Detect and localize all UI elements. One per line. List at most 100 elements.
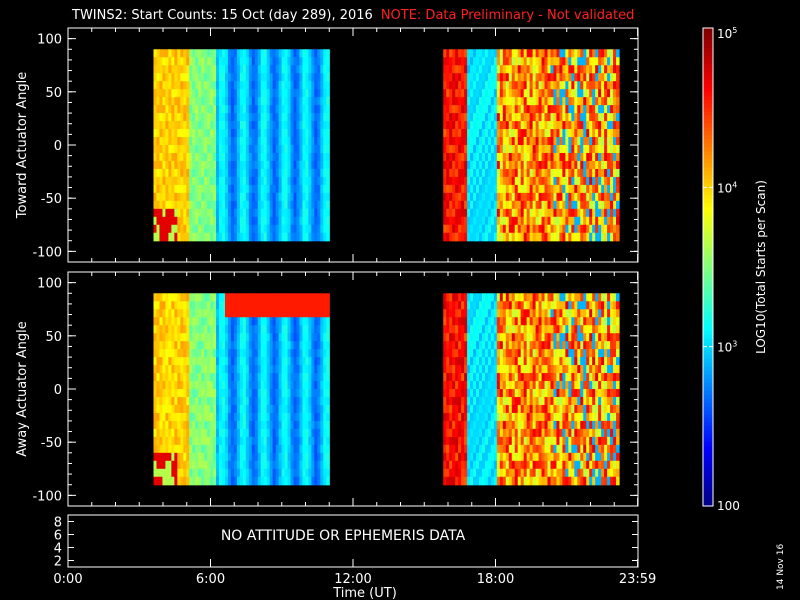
heatmap-cell (266, 349, 271, 358)
heatmap-cell (502, 460, 507, 470)
heatmap-cell (219, 200, 223, 210)
heatmap-cell (470, 365, 474, 374)
heatmap-cell (198, 105, 202, 114)
heatmap-cell (470, 381, 474, 390)
heatmap-cell (260, 460, 265, 470)
heatmap-cell (559, 121, 564, 130)
heatmap-cell (505, 216, 510, 226)
heatmap-cell (473, 333, 477, 342)
heatmap-cell (458, 420, 462, 430)
heatmap-cell (562, 49, 566, 58)
heatmap-cell (159, 224, 164, 234)
heatmap-cell (458, 389, 462, 398)
heatmap-cell (162, 105, 167, 114)
heatmap-cell (257, 420, 262, 430)
heatmap-cell (239, 65, 244, 74)
heatmap-cell (174, 373, 178, 382)
heatmap-cell (470, 113, 474, 122)
heatmap-cell (302, 176, 307, 186)
heatmap-cell (201, 309, 205, 318)
heatmap-cell (216, 436, 220, 446)
heatmap-cell (604, 65, 608, 74)
heatmap-cell (236, 200, 241, 210)
heatmap-cell (577, 137, 581, 146)
heatmap-cell (263, 293, 268, 302)
heatmap-cell (592, 145, 596, 154)
heatmap-cell (490, 404, 495, 414)
heatmap-cell (272, 224, 277, 234)
heatmap-cell (499, 293, 504, 302)
heatmap-cell (607, 105, 611, 114)
heatmap-cell (526, 57, 531, 66)
heatmap-cell (275, 152, 280, 162)
heatmap-cell (461, 452, 465, 462)
heatmap-cell (464, 145, 468, 154)
heatmap-cell (233, 73, 238, 82)
heatmap-cell (168, 420, 172, 430)
heatmap-cell (574, 176, 578, 186)
heatmap-cell (562, 65, 566, 74)
heatmap-cell (254, 97, 259, 106)
heatmap-cell (195, 200, 199, 210)
heatmap-cell (222, 145, 226, 154)
heatmap-cell (464, 301, 468, 310)
heatmap-cell (201, 452, 205, 462)
heatmap-cell (455, 444, 459, 454)
heatmap-cell (568, 137, 572, 146)
heatmap-cell (484, 216, 489, 226)
heatmap-cell (275, 333, 280, 342)
heatmap-cell (269, 412, 274, 422)
heatmap-cell (156, 129, 161, 138)
heatmap-cell (239, 460, 244, 470)
heatmap-cell (245, 365, 250, 374)
heatmap-cell (302, 216, 307, 226)
heatmap-cell (314, 381, 318, 390)
heatmap-cell (502, 428, 507, 438)
heatmap-cell (248, 349, 253, 358)
heatmap-cell (583, 137, 587, 146)
heatmap-cell (177, 216, 181, 226)
heatmap-cell (493, 216, 498, 226)
heatmap-cell (159, 208, 164, 218)
heatmap-cell (171, 317, 175, 326)
heatmap-cell (254, 232, 259, 242)
heatmap-cell (493, 65, 498, 74)
heatmap-cell (204, 333, 208, 342)
heatmap-cell (269, 176, 274, 186)
heatmap-cell (248, 333, 253, 342)
heatmap-cell (496, 121, 501, 130)
heatmap-cell (272, 349, 277, 358)
heatmap-cell (305, 137, 309, 146)
heatmap-cell (490, 105, 495, 114)
heatmap-cell (272, 468, 277, 478)
heatmap-cell (296, 412, 301, 422)
heatmap-cell (455, 208, 459, 218)
heatmap-cell (493, 160, 498, 170)
heatmap-cell (216, 152, 220, 162)
heatmap-cell (502, 216, 507, 226)
heatmap-cell (476, 145, 480, 154)
heatmap-cell (514, 97, 519, 106)
heatmap-cell (186, 428, 190, 438)
heatmap-cell (592, 113, 596, 122)
heatmap-cell (565, 200, 569, 210)
heatmap-cell (583, 168, 587, 178)
heatmap-cell (186, 73, 190, 82)
heatmap-cell (458, 57, 462, 66)
heatmap-cell (458, 73, 462, 82)
heatmap-cell (239, 129, 244, 138)
heatmap-cell (532, 232, 537, 242)
heatmap-cell (263, 309, 268, 318)
heatmap-cell (263, 396, 268, 406)
heatmap-cell (180, 341, 184, 350)
heatmap-cell (326, 365, 330, 374)
heatmap-cell (260, 404, 265, 414)
heatmap-cell (505, 460, 510, 470)
heatmap-cell (502, 224, 507, 234)
heatmap-cell (323, 113, 327, 122)
heatmap-cell (305, 420, 309, 430)
heatmap-cell (484, 396, 489, 406)
heatmap-cell (305, 373, 309, 382)
heatmap-cell (275, 476, 280, 486)
heatmap-cell (484, 317, 489, 326)
